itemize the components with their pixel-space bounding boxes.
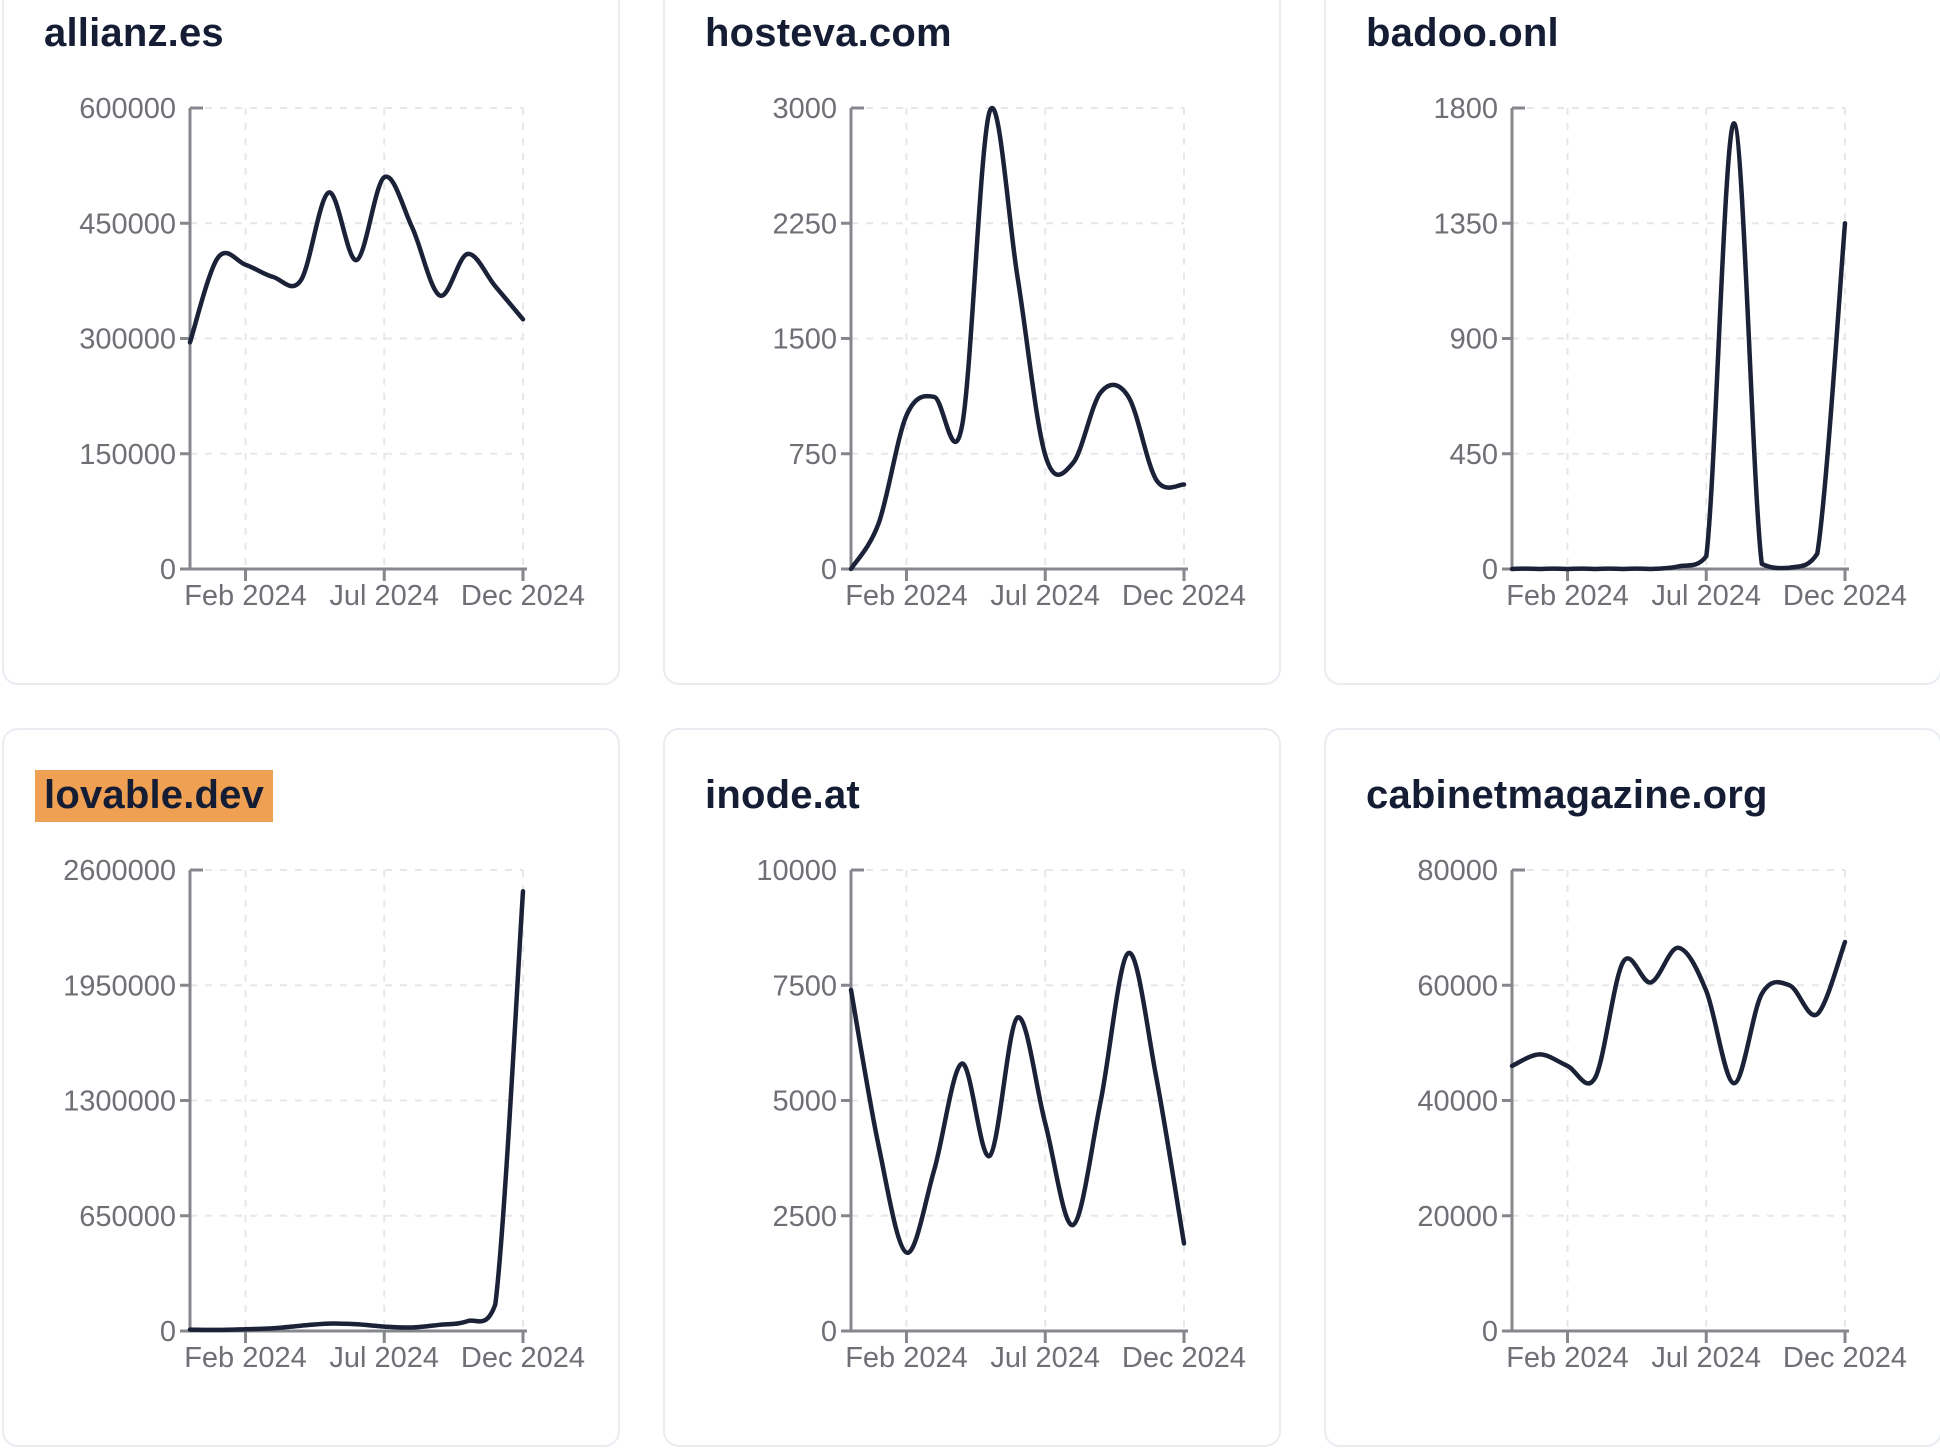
y-tick-label: 1500 [772, 324, 837, 356]
chart-card-hosteva-com: hosteva.com 0 750 1500 2250 3000 Feb 2024 Jul … [663, 0, 1281, 685]
x-tick-label: Jul 2024 [1651, 580, 1761, 612]
x-tick-label: Feb 2024 [184, 1342, 307, 1374]
y-tick-label: 450 [1450, 439, 1498, 471]
x-tick-label: Feb 2024 [184, 580, 307, 612]
series-line [848, 105, 1187, 572]
y-tick-label: 750 [789, 439, 837, 471]
x-tick-label: Dec 2024 [461, 1342, 585, 1374]
x-tick-label: Jul 2024 [990, 1342, 1100, 1374]
y-tick-label: 0 [160, 1316, 176, 1348]
y-tick-label: 80000 [1417, 855, 1498, 887]
chart-title: inode.at [705, 770, 860, 820]
x-tick-label: Feb 2024 [1506, 580, 1629, 612]
y-tick-label: 0 [160, 554, 176, 586]
y-tick-label: 0 [1482, 1316, 1498, 1348]
series-line [187, 889, 526, 1333]
y-tick-label: 1800 [1433, 93, 1498, 125]
chart-canvas: 0 450 900 1350 1800 Feb 2024 Jul 2024 Dec 2024 [1433, 93, 1907, 612]
chart-card-allianz-es: allianz.es 0 150000 300000 450000 600000 Feb … [2, 0, 620, 685]
x-tick-label: Dec 2024 [461, 580, 585, 612]
y-tick-label: 0 [1482, 554, 1498, 586]
chart-title: cabinetmagazine.org [1366, 770, 1768, 820]
chart-title-text: cabinetmagazine.org [1366, 773, 1768, 817]
chart-title: hosteva.com [705, 8, 952, 58]
y-tick-label: 7500 [772, 970, 837, 1002]
x-tick-label: Feb 2024 [845, 580, 968, 612]
y-tick-label: 10000 [756, 855, 837, 887]
x-tick-label: Feb 2024 [845, 1342, 968, 1374]
x-tick-label: Feb 2024 [1506, 1342, 1629, 1374]
y-tick-label: 650000 [79, 1201, 176, 1233]
y-tick-label: 5000 [772, 1086, 837, 1118]
y-tick-label: 2600000 [63, 855, 176, 887]
y-tick-label: 3000 [772, 93, 837, 125]
series-line [187, 174, 526, 345]
x-tick-label: Jul 2024 [329, 1342, 439, 1374]
y-tick-label: 2500 [772, 1201, 837, 1233]
chart-title-text: lovable.dev [35, 770, 274, 822]
chart-title-text: allianz.es [44, 11, 224, 55]
y-tick-label: 40000 [1417, 1086, 1498, 1118]
chart-title-text: hosteva.com [705, 11, 952, 55]
chart-card-lovable-dev: lovable.dev 0 650000 1300000 1950000 2600000… [2, 728, 620, 1447]
chart-canvas: 0 650000 1300000 1950000 2600000 Feb 2024 Jul … [63, 855, 585, 1374]
y-tick-label: 600000 [79, 93, 176, 125]
x-tick-label: Dec 2024 [1122, 580, 1246, 612]
chart-title-text: badoo.onl [1366, 11, 1559, 55]
y-tick-label: 1350 [1433, 208, 1498, 240]
y-tick-label: 900 [1450, 324, 1498, 356]
series-line [1509, 939, 1848, 1086]
y-tick-label: 450000 [79, 208, 176, 240]
chart-canvas: 0 20000 40000 60000 80000 Feb 2024 Jul 2024 Dec… [1417, 855, 1907, 1374]
y-tick-label: 1300000 [63, 1086, 176, 1118]
y-tick-label: 2250 [772, 208, 837, 240]
y-tick-label: 300000 [79, 324, 176, 356]
chart-canvas: 0 2500 5000 7500 10000 Feb 2024 Jul 2024 Dec 20… [756, 855, 1246, 1374]
y-tick-label: 0 [821, 554, 837, 586]
series-line [848, 950, 1187, 1255]
y-tick-label: 150000 [79, 439, 176, 471]
x-tick-label: Dec 2024 [1783, 580, 1907, 612]
chart-canvas: 0 750 1500 2250 3000 Feb 2024 Jul 2024 Dec 2024 [772, 93, 1246, 612]
chart-card-cabinetmagazine-org: cabinetmagazine.org 0 20000 40000 60000 8000… [1324, 728, 1940, 1447]
x-tick-label: Dec 2024 [1122, 1342, 1246, 1374]
x-tick-label: Jul 2024 [990, 580, 1100, 612]
chart-title: allianz.es [44, 8, 224, 58]
y-tick-label: 20000 [1417, 1201, 1498, 1233]
chart-title-text: inode.at [705, 773, 860, 817]
x-tick-label: Jul 2024 [1651, 1342, 1761, 1374]
chart-title: lovable.dev [35, 770, 274, 822]
chart-card-inode-at: inode.at 0 2500 5000 7500 10000 Feb 2024 Jul 2… [663, 728, 1281, 1447]
chart-card-badoo-onl: badoo.onl 0 450 900 1350 1800 Feb 2024 Jul 202… [1324, 0, 1940, 685]
x-tick-label: Dec 2024 [1783, 1342, 1907, 1374]
y-tick-label: 60000 [1417, 970, 1498, 1002]
series-line [1509, 121, 1848, 572]
x-tick-label: Jul 2024 [329, 580, 439, 612]
chart-canvas: 0 150000 300000 450000 600000 Feb 2024 Jul 202… [79, 93, 585, 612]
y-tick-label: 1950000 [63, 970, 176, 1002]
chart-title: badoo.onl [1366, 8, 1559, 58]
y-tick-label: 0 [821, 1316, 837, 1348]
